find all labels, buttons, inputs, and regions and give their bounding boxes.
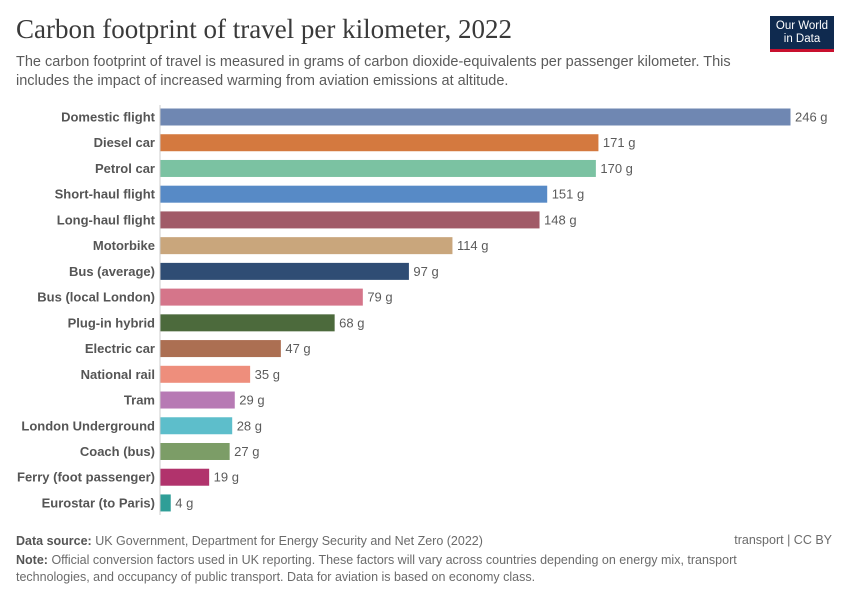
category-label: Bus (local London) [37,290,155,305]
value-label: 171 g [603,135,636,150]
bar[interactable] [160,108,791,126]
category-label: Short-haul flight [55,187,156,202]
note: Note: Official conversion factors used i… [16,553,737,584]
category-label: Electric car [85,341,155,356]
bar[interactable] [160,417,233,435]
bar[interactable] [160,159,596,177]
category-label: Eurostar (to Paris) [42,495,155,510]
value-label: 35 g [255,367,280,382]
category-label: Motorbike [93,238,155,253]
bar[interactable] [160,288,363,306]
chart-title: Carbon footprint of travel per kilometer… [16,14,513,44]
category-label: Domestic flight [61,110,156,125]
value-label: 97 g [413,264,438,279]
bar[interactable] [160,494,171,512]
category-label: London Underground [21,418,155,433]
value-label: 246 g [795,110,828,125]
license[interactable]: transport | CC BY [734,533,832,547]
bar[interactable] [160,262,409,280]
owid-logo[interactable]: Our World in Data [770,16,834,52]
category-label: Diesel car [94,135,155,150]
bar[interactable] [160,340,281,358]
value-label: 151 g [552,187,585,202]
bar[interactable] [160,468,210,486]
value-label: 79 g [367,290,392,305]
value-label: 148 g [544,212,577,227]
value-label: 19 g [214,470,239,485]
category-label: Bus (average) [69,264,155,279]
bar[interactable] [160,211,540,229]
category-label: Coach (bus) [80,444,155,459]
bar[interactable] [160,185,548,203]
value-label: 28 g [237,418,262,433]
category-label: Long-haul flight [57,212,156,227]
category-label: Plug-in hybrid [68,315,155,330]
category-label: National rail [81,367,155,382]
bar[interactable] [160,237,453,255]
category-label: Tram [124,393,155,408]
bar[interactable] [160,365,251,383]
value-label: 114 g [457,238,489,253]
bar[interactable] [160,391,235,409]
bar[interactable] [160,134,599,152]
value-label: 170 g [600,161,633,176]
value-label: 47 g [285,341,310,356]
data-source: Data source: UK Government, Department f… [16,534,483,548]
value-label: 4 g [175,495,193,510]
value-label: 27 g [234,444,259,459]
bar[interactable] [160,314,335,332]
bar[interactable] [160,442,230,460]
chart-subtitle: The carbon footprint of travel is measur… [16,54,731,89]
category-label: Petrol car [95,161,155,176]
value-label: 68 g [339,315,364,330]
category-label: Ferry (foot passenger) [17,470,155,485]
value-label: 29 g [239,393,264,408]
